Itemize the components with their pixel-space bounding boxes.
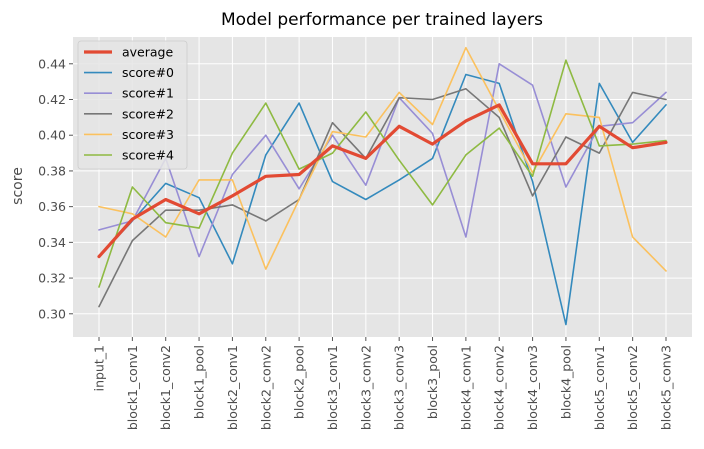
legend-label-score#1: score#1: [122, 86, 174, 101]
legend-label-score#2: score#2: [122, 106, 174, 121]
y-tick-label: 0.30: [38, 306, 66, 321]
x-tick-label: block5_conv1: [592, 345, 607, 430]
legend: average score#0 score#1 score#2 score#3 score…: [77, 40, 188, 170]
y-axis: 0.30 0.32 0.34 0.36 0.38 0.40 0.42 0.44: [38, 56, 73, 321]
y-tick-label: 0.42: [38, 92, 66, 107]
series-lines: [97, 46, 668, 326]
x-tick-label: input_1: [92, 345, 107, 391]
x-tick-label: block2_conv2: [258, 345, 273, 430]
x-tick-label: block1_pool: [192, 345, 207, 419]
series-line-average: [97, 103, 668, 259]
x-tick-label: block4_conv2: [492, 345, 507, 430]
x-tick-label: block5_conv3: [659, 345, 674, 430]
x-tick-label: block1_conv2: [158, 345, 173, 430]
x-tick-label: block4_conv3: [525, 345, 540, 430]
x-tick-label: block3_conv3: [392, 345, 407, 430]
chart-title: Model performance per trained layers: [221, 10, 543, 30]
x-tick-label: block4_pool: [558, 345, 573, 419]
y-tick-label: 0.32: [38, 271, 66, 286]
x-tick-label: block3_conv2: [358, 345, 373, 430]
y-tick-label: 0.44: [38, 56, 66, 71]
series-line-score#3: [98, 46, 667, 272]
legend-label-score#4: score#4: [122, 148, 174, 163]
y-tick-label: 0.34: [38, 235, 66, 250]
y-tick-label: 0.36: [38, 199, 66, 214]
y-tick-label: 0.40: [38, 128, 66, 143]
x-axis: input_1 block1_conv1 block1_conv2 block1_po…: [92, 337, 674, 430]
legend-label-score#0: score#0: [122, 65, 174, 80]
legend-label-average: average: [122, 45, 173, 60]
x-tick-label: block5_conv2: [625, 345, 640, 430]
x-tick-label: block3_conv1: [325, 345, 340, 430]
x-tick-label: block2_pool: [292, 345, 307, 419]
legend-label-score#3: score#3: [122, 127, 174, 142]
x-tick-label: block3_pool: [425, 345, 440, 419]
x-tick-label: block2_conv1: [225, 345, 240, 430]
y-tick-label: 0.38: [38, 163, 66, 178]
x-tick-label: block4_conv1: [458, 345, 473, 430]
series-line-score#4: [98, 59, 667, 288]
series-line-score#0: [98, 73, 667, 326]
y-axis-label: score: [10, 167, 26, 205]
x-tick-label: block1_conv1: [125, 345, 140, 430]
